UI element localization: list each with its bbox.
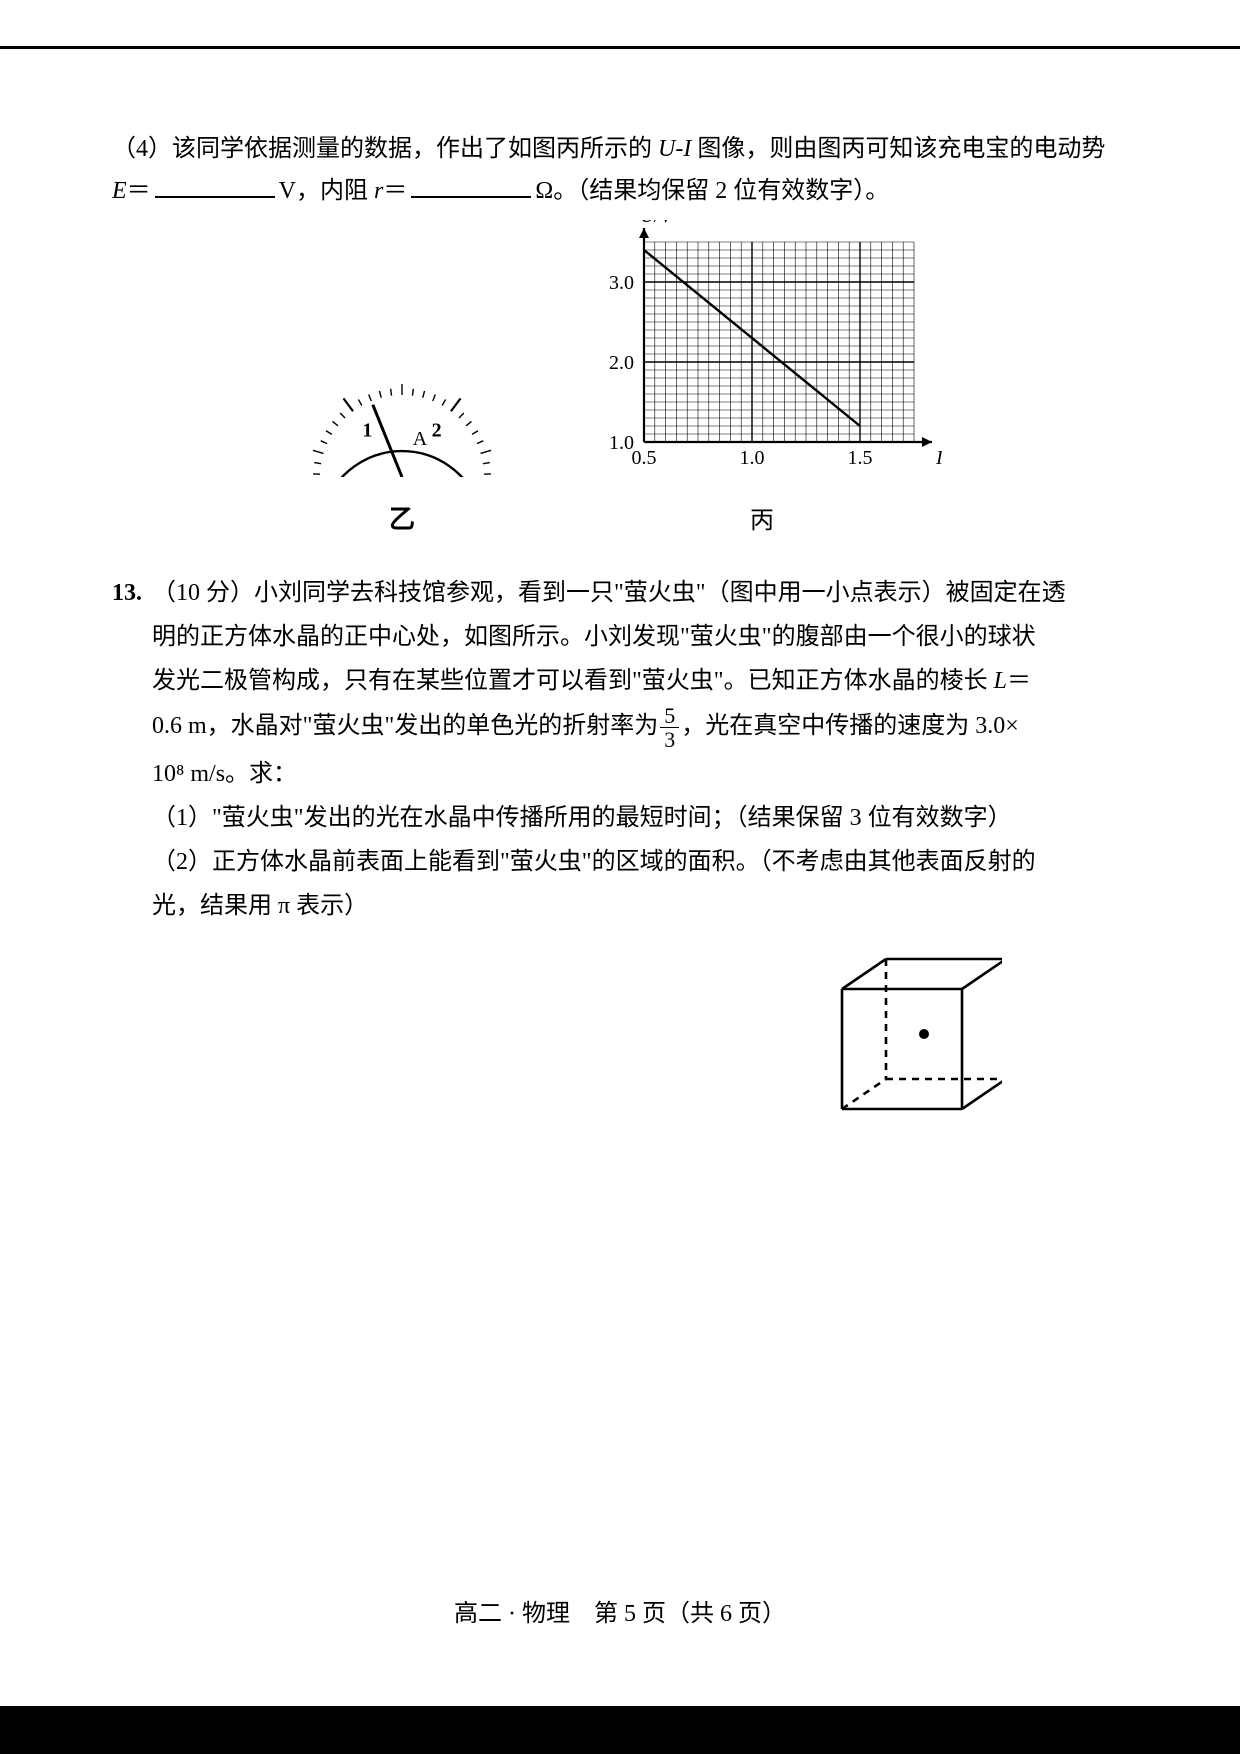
q13-l5: 10⁸ m/s。求： [152,753,1122,795]
q13-l4b: ，光在真空中传播的速度为 3.0× [681,713,1019,739]
svg-text:1.5: 1.5 [848,447,873,469]
q13-l4a: 0.6 m，水晶对"萤火虫"发出的单色光的折射率为 [152,713,658,739]
figure-row: 0123A 乙 0.51.01.51.02.03.0U/VI/A 丙 [112,220,1122,542]
q4-eq1: ＝ [127,178,151,204]
svg-text:A: A [413,428,428,450]
q13-l6: （1）"萤火虫"发出的光在水晶中传播所用的最短时间；（结果保留 3 位有效数字） [152,797,1122,839]
q13-l3-L: L [994,668,1007,694]
page-footer: 高二 · 物理 第 5 页（共 6 页） [0,1593,1240,1628]
chart-label: 丙 [582,500,942,542]
q4-text-b: 图像，则由图丙可知该充电宝的电动势 [691,136,1105,162]
q13-l2: 明的正方体水晶的正中心处，如图所示。小刘发现"萤火虫"的腹部由一个很小的球状 [152,616,1122,658]
q13-l8: 光，结果用 π 表示） [152,885,1122,927]
q13-l3b: ＝ [1007,668,1031,694]
q13-number: 13. [112,572,152,1145]
q4-ohm: Ω。（结果均保留 2 位有效数字）。 [535,178,889,204]
svg-text:1: 1 [362,419,372,441]
svg-text:3.0: 3.0 [609,272,634,294]
q4-text-a: （4）该同学依据测量的数据，作出了如图丙所示的 [112,136,658,162]
cube-figure-area [152,945,1122,1145]
q4-unitV: V，内阻 [279,178,374,204]
q4-paragraph: （4）该同学依据测量的数据，作出了如图丙所示的 U-I 图像，则由图丙可知该充电… [112,128,1122,212]
ammeter-icon: 0123A [292,347,512,477]
svg-text:1.0: 1.0 [740,447,765,469]
top-rule [0,46,1240,49]
svg-text:1.0: 1.0 [609,432,634,454]
q4-E: E [112,178,127,204]
svg-text:U/V: U/V [640,220,675,227]
svg-text:0.5: 0.5 [632,447,657,469]
q4-ui: U-I [658,136,691,162]
q13-l4: 0.6 m，水晶对"萤火虫"发出的单色光的折射率为53，光在真空中传播的速度为 … [152,704,1122,751]
meter-label: 乙 [292,497,512,543]
q13-l3: 发光二极管构成，只有在某些位置才可以看到"萤火虫"。已知正方体水晶的棱长 L＝ [152,660,1122,702]
meter-figure: 0123A 乙 [292,347,512,543]
q13-l7: （2）正方体水晶前表面上能看到"萤火虫"的区域的面积。（不考虑由其他表面反射的 [152,841,1122,883]
svg-text:2.0: 2.0 [609,352,634,374]
chart-figure: 0.51.01.51.02.03.0U/VI/A 丙 [582,220,942,542]
frac-den: 3 [660,728,679,751]
ui-chart: 0.51.01.51.02.03.0U/VI/A [582,220,942,480]
svg-text:I/A: I/A [935,447,942,469]
q13-l3a: 发光二极管构成，只有在某些位置才可以看到"萤火虫"。已知正方体水晶的棱长 [152,668,994,694]
q4-r: r [374,178,383,204]
bottom-black-band [0,1706,1240,1754]
fraction-5-3: 53 [660,704,679,751]
cube-icon [802,945,1002,1145]
svg-text:2: 2 [432,419,442,441]
q4-eq2: ＝ [383,178,407,204]
q13-body: （10 分）小刘同学去科技馆参观，看到一只"萤火虫"（图中用一小点表示）被固定在… [152,572,1122,1145]
q4-blank-r [411,174,531,198]
frac-num: 5 [660,704,679,728]
page-content: （4）该同学依据测量的数据，作出了如图丙所示的 U-I 图像，则由图丙可知该充电… [112,128,1122,1145]
q13: 13. （10 分）小刘同学去科技馆参观，看到一只"萤火虫"（图中用一小点表示）… [112,572,1122,1145]
q13-l1: （10 分）小刘同学去科技馆参观，看到一只"萤火虫"（图中用一小点表示）被固定在… [152,572,1122,614]
q4-blank-E [155,174,275,198]
